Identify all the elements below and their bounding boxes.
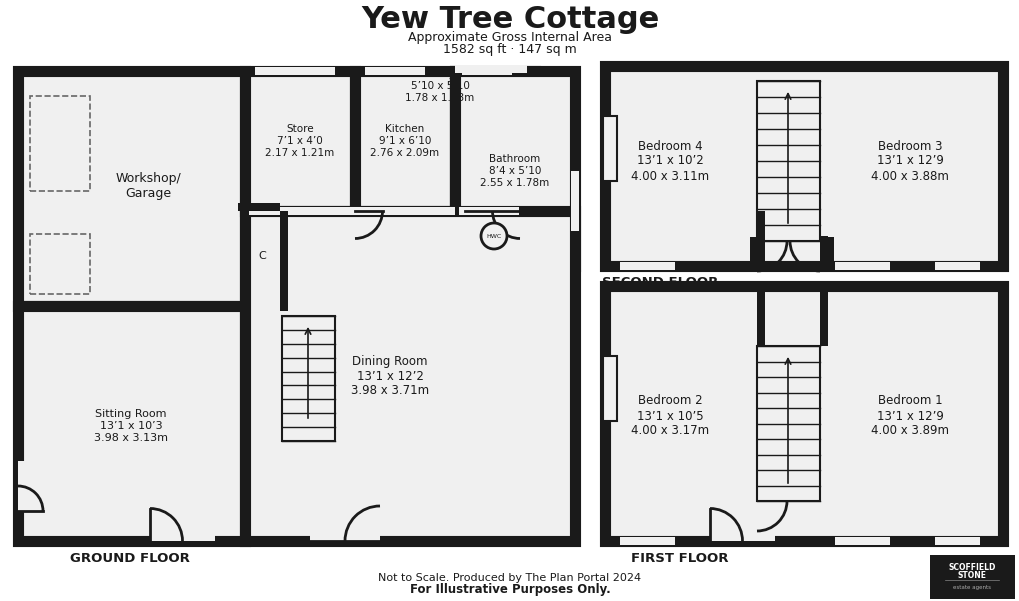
Bar — [602, 116, 616, 181]
Text: Workshop/
Garage: Workshop/ Garage — [115, 172, 180, 200]
Bar — [365, 67, 425, 75]
Text: Bedroom 4
13’1 x 10’2
4.00 x 3.11m: Bedroom 4 13’1 x 10’2 4.00 x 3.11m — [631, 139, 708, 183]
Bar — [355, 71, 454, 211]
Bar — [934, 537, 979, 545]
Bar — [819, 236, 827, 266]
Bar — [459, 207, 519, 215]
Bar — [604, 361, 612, 411]
Text: HWC: HWC — [486, 234, 501, 239]
Bar — [571, 171, 579, 231]
Bar — [756, 286, 764, 346]
Bar — [310, 533, 380, 541]
Text: Not to Scale. Produced by The Plan Portal 2024: Not to Scale. Produced by The Plan Porta… — [378, 573, 641, 583]
Text: 1582 sq ft · 147 sq m: 1582 sq ft · 147 sq m — [442, 43, 577, 55]
Bar — [280, 211, 287, 311]
Bar — [929, 555, 1014, 599]
Bar — [30, 96, 90, 191]
Text: SCOFFIELD: SCOFFIELD — [948, 563, 995, 572]
Bar — [620, 537, 675, 545]
Bar — [604, 286, 1002, 541]
Bar — [18, 71, 245, 306]
Bar — [709, 497, 756, 505]
Text: Bathroom
8’4 x 5’10
2.55 x 1.78m: Bathroom 8’4 x 5’10 2.55 x 1.78m — [480, 154, 549, 188]
Bar — [709, 237, 756, 245]
Text: Dining Room
13’1 x 12’2
3.98 x 3.71m: Dining Room 13’1 x 12’2 3.98 x 3.71m — [351, 355, 429, 397]
Bar — [756, 211, 764, 241]
Bar — [249, 207, 355, 215]
Text: Bedroom 3
13’1 x 12’9
4.00 x 3.88m: Bedroom 3 13’1 x 12’9 4.00 x 3.88m — [870, 139, 948, 183]
Bar — [462, 67, 512, 75]
Text: Store
7’1 x 4’0
2.17 x 1.21m: Store 7’1 x 4’0 2.17 x 1.21m — [265, 124, 334, 157]
Bar — [454, 65, 527, 73]
Text: Approximate Gross Internal Area: Approximate Gross Internal Area — [408, 31, 611, 44]
Text: STONE: STONE — [957, 570, 985, 579]
Text: Yew Tree Cottage: Yew Tree Cottage — [361, 4, 658, 34]
Bar — [835, 537, 890, 545]
Bar — [604, 121, 612, 171]
Text: Bedroom 1
13’1 x 12’9
4.00 x 3.89m: Bedroom 1 13’1 x 12’9 4.00 x 3.89m — [870, 394, 948, 438]
Bar — [359, 207, 454, 215]
Bar — [835, 262, 890, 270]
Bar — [709, 533, 774, 541]
Text: FIRST FLOOR: FIRST FLOOR — [631, 552, 728, 566]
Bar — [756, 346, 819, 501]
Text: C: C — [258, 251, 266, 261]
Bar — [819, 286, 827, 346]
Text: Utility
5’10 x 5’10
1.78 x 1.78m: Utility 5’10 x 5’10 1.78 x 1.78m — [405, 69, 474, 103]
Bar — [819, 237, 834, 266]
Text: Bedroom 2
13’1 x 10’5
4.00 x 3.17m: Bedroom 2 13’1 x 10’5 4.00 x 3.17m — [631, 394, 708, 438]
Bar — [355, 207, 415, 215]
Bar — [602, 356, 616, 421]
Text: Kitchen
9’1 x 6’10
2.76 x 2.09m: Kitchen 9’1 x 6’10 2.76 x 2.09m — [370, 124, 439, 157]
Text: Sitting Room
13’1 x 10’3
3.98 x 3.13m: Sitting Room 13’1 x 10’3 3.98 x 3.13m — [94, 409, 168, 442]
Bar — [620, 262, 675, 270]
Bar — [255, 67, 334, 75]
Circle shape — [481, 223, 506, 249]
Bar — [454, 71, 535, 211]
Bar — [756, 236, 764, 266]
Bar — [30, 234, 90, 294]
Bar — [819, 237, 866, 245]
Bar — [281, 316, 334, 441]
Bar — [150, 533, 215, 541]
Bar — [18, 461, 25, 511]
Bar — [245, 203, 280, 211]
Bar — [454, 71, 575, 266]
Bar — [749, 237, 763, 266]
Text: GROUND FLOOR: GROUND FLOOR — [70, 552, 190, 566]
Bar — [245, 71, 355, 211]
Text: estate agents: estate agents — [952, 585, 990, 590]
Bar — [934, 262, 979, 270]
Text: SECOND FLOOR: SECOND FLOOR — [601, 276, 717, 290]
Bar — [756, 81, 819, 241]
Bar — [245, 211, 575, 541]
Text: For Illustrative Purposes Only.: For Illustrative Purposes Only. — [410, 582, 609, 596]
Bar — [237, 203, 248, 211]
Bar — [18, 306, 245, 541]
Bar — [604, 66, 1002, 266]
